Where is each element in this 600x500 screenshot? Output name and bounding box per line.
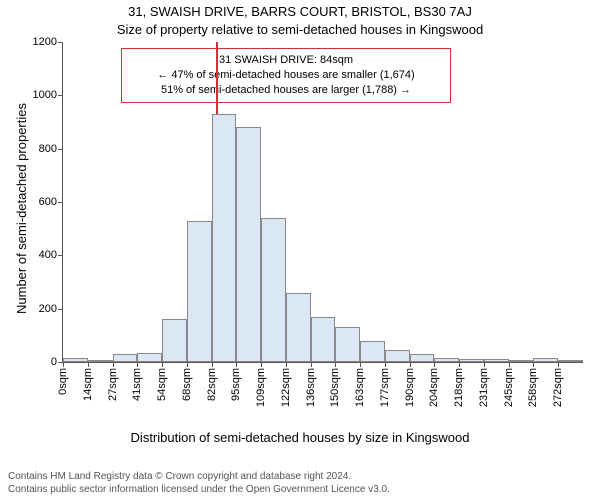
xtick-label: 109sqm [255, 368, 267, 407]
xtick-label: 245sqm [503, 368, 515, 407]
xtick-label: 41sqm [131, 368, 143, 401]
xtick-mark [360, 362, 361, 367]
histogram-bar [410, 354, 435, 362]
histogram-bar [533, 358, 558, 362]
xtick-mark [459, 362, 460, 367]
histogram-bar [212, 114, 237, 362]
histogram-bar [286, 293, 311, 362]
annotation-line3: 51% of semi-detached houses are larger (… [130, 83, 442, 98]
histogram-bar [459, 359, 484, 362]
histogram-bar [385, 350, 410, 362]
histogram-bar [137, 353, 162, 362]
xtick-mark [88, 362, 89, 367]
ytick-mark [58, 309, 63, 310]
xtick-mark [137, 362, 138, 367]
xtick-mark [434, 362, 435, 367]
ytick-mark [58, 255, 63, 256]
footer: Contains HM Land Registry data © Crown c… [8, 471, 390, 496]
xtick-label: 190sqm [404, 368, 416, 407]
xtick-mark [113, 362, 114, 367]
xtick-label: 14sqm [82, 368, 94, 401]
y-axis-title: Number of semi-detached properties [14, 103, 29, 314]
xtick-label: 204sqm [428, 368, 440, 407]
annotation-box: 31 SWAISH DRIVE: 84sqm ← 47% of semi-det… [121, 48, 451, 103]
ytick-mark [58, 202, 63, 203]
histogram-bar [187, 221, 212, 362]
histogram-bar [558, 360, 583, 362]
ytick-label: 600 [39, 196, 57, 208]
xtick-mark [63, 362, 64, 367]
footer-line1: Contains HM Land Registry data © Crown c… [8, 471, 390, 484]
histogram-bar [63, 358, 88, 362]
ytick-label: 200 [39, 303, 57, 315]
xtick-mark [335, 362, 336, 367]
xtick-mark [187, 362, 188, 367]
plot-area: 31 SWAISH DRIVE: 84sqm ← 47% of semi-det… [62, 42, 583, 363]
histogram-bar [311, 317, 336, 362]
xtick-label: 54sqm [156, 368, 168, 401]
xtick-mark [212, 362, 213, 367]
xtick-label: 231sqm [478, 368, 490, 407]
ytick-label: 800 [39, 143, 57, 155]
xtick-label: 272sqm [552, 368, 564, 407]
histogram-bar [261, 218, 286, 362]
xtick-mark [286, 362, 287, 367]
xtick-label: 82sqm [206, 368, 218, 401]
x-axis-title: Distribution of semi-detached houses by … [0, 430, 600, 445]
ytick-label: 0 [51, 356, 57, 368]
title-main: 31, SWAISH DRIVE, BARRS COURT, BRISTOL, … [0, 4, 600, 19]
xtick-label: 27sqm [107, 368, 119, 401]
ytick-label: 1000 [33, 89, 57, 101]
xtick-label: 136sqm [305, 368, 317, 407]
histogram-bar [335, 327, 360, 362]
xtick-mark [261, 362, 262, 367]
xtick-mark [533, 362, 534, 367]
annotation-line1: 31 SWAISH DRIVE: 84sqm [130, 53, 442, 68]
xtick-mark [558, 362, 559, 367]
xtick-label: 150sqm [329, 368, 341, 407]
ytick-mark [58, 42, 63, 43]
xtick-mark [162, 362, 163, 367]
histogram-bar [434, 358, 459, 362]
histogram-bar [162, 319, 187, 362]
chart-container: 31, SWAISH DRIVE, BARRS COURT, BRISTOL, … [0, 0, 600, 500]
title-sub: Size of property relative to semi-detach… [0, 22, 600, 37]
histogram-bar [88, 360, 113, 362]
xtick-label: 68sqm [181, 368, 193, 401]
histogram-bar [360, 341, 385, 362]
histogram-bar [113, 354, 138, 362]
xtick-label: 122sqm [280, 368, 292, 407]
histogram-bar [236, 127, 261, 362]
xtick-label: 163sqm [354, 368, 366, 407]
footer-line2: Contains public sector information licen… [8, 484, 390, 497]
xtick-mark [311, 362, 312, 367]
histogram-bar [484, 359, 509, 362]
xtick-mark [484, 362, 485, 367]
xtick-mark [410, 362, 411, 367]
annotation-line2: ← 47% of semi-detached houses are smalle… [130, 68, 442, 83]
xtick-label: 95sqm [230, 368, 242, 401]
ytick-mark [58, 149, 63, 150]
histogram-bar [509, 360, 534, 362]
xtick-label: 177sqm [379, 368, 391, 407]
xtick-mark [236, 362, 237, 367]
ytick-label: 1200 [33, 36, 57, 48]
xtick-label: 0sqm [57, 368, 69, 395]
ytick-label: 400 [39, 249, 57, 261]
xtick-label: 218sqm [453, 368, 465, 407]
xtick-label: 258sqm [527, 368, 539, 407]
xtick-mark [385, 362, 386, 367]
ytick-mark [58, 95, 63, 96]
xtick-mark [509, 362, 510, 367]
